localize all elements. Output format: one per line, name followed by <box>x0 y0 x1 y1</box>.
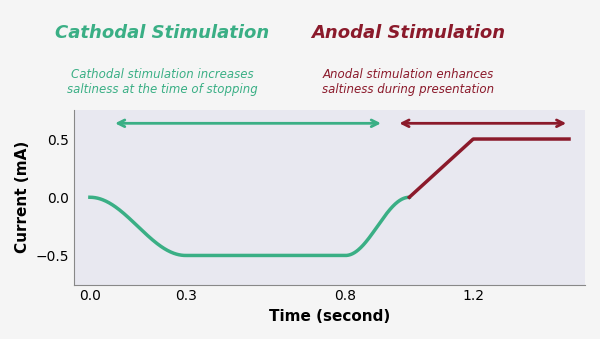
Text: Cathodal stimulation increases
saltiness at the time of stopping: Cathodal stimulation increases saltiness… <box>67 68 257 96</box>
Text: Anodal stimulation enhances
saltiness during presentation: Anodal stimulation enhances saltiness du… <box>322 68 494 96</box>
X-axis label: Time (second): Time (second) <box>269 309 390 324</box>
Text: Anodal Stimulation: Anodal Stimulation <box>311 24 505 42</box>
Text: Cathodal Stimulation: Cathodal Stimulation <box>55 24 269 42</box>
Y-axis label: Current (mA): Current (mA) <box>15 141 30 253</box>
